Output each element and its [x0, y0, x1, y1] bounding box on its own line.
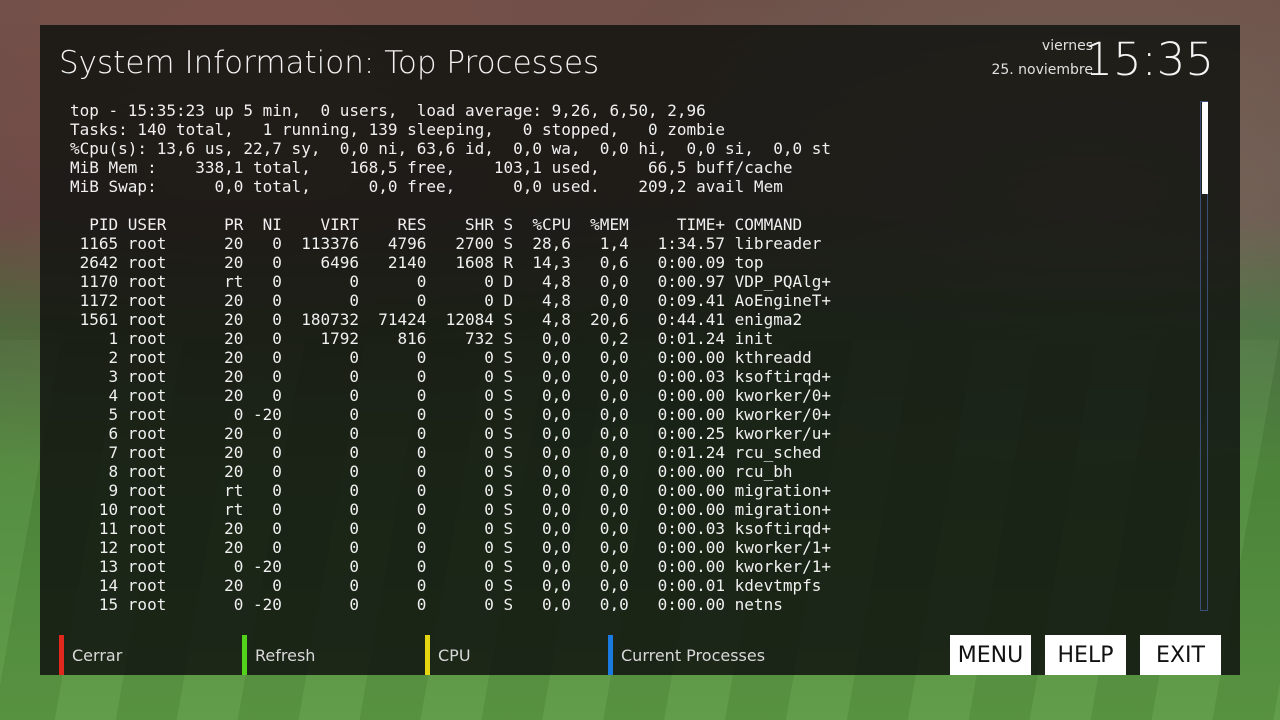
process-row: 1 root 20 0 1792 816 732 S 0,0 0,2 0:01.…: [70, 329, 774, 348]
column-header: PID USER PR NI VIRT RES SHR S %CPU %MEM …: [70, 215, 803, 234]
menu-button[interactable]: MENU: [950, 635, 1031, 675]
process-row: 2642 root 20 0 6496 2140 1608 R 14,3 0,6…: [70, 253, 764, 272]
process-row: 12 root 20 0 0 0 0 S 0,0 0,0 0:00.00 kwo…: [70, 538, 831, 557]
process-row: 9 root rt 0 0 0 0 S 0,0 0,0 0:00.00 migr…: [70, 481, 831, 500]
yellow-key-indicator: [425, 635, 430, 675]
process-row: 1172 root 20 0 0 0 0 D 4,8 0,0 0:09.41 A…: [70, 291, 831, 310]
scrollbar[interactable]: [1200, 101, 1208, 611]
process-row: 2 root 20 0 0 0 0 S 0,0 0,0 0:00.00 kthr…: [70, 348, 812, 367]
green-button-label: Refresh: [255, 645, 316, 665]
process-row: 14 root 20 0 0 0 0 S 0,0 0,0 0:00.01 kde…: [70, 576, 822, 595]
process-row: 3 root 20 0 0 0 0 S 0,0 0,0 0:00.03 ksof…: [70, 367, 831, 386]
summary-line: %Cpu(s): 13,6 us, 22,7 sy, 0,0 ni, 63,6 …: [70, 139, 831, 158]
process-row: 11 root 20 0 0 0 0 S 0,0 0,0 0:00.03 kso…: [70, 519, 831, 538]
day-name: viernes: [1041, 38, 1093, 54]
process-row: 13 root 0 -20 0 0 0 S 0,0 0,0 0:00.00 kw…: [70, 557, 831, 576]
scrollbar-thumb[interactable]: [1202, 102, 1208, 194]
blue-button-label: Current Processes: [621, 645, 766, 665]
process-row: 6 root 20 0 0 0 0 S 0,0 0,0 0:00.25 kwor…: [70, 424, 831, 443]
summary-line: Tasks: 140 total, 1 running, 139 sleepin…: [70, 120, 726, 139]
summary-line: MiB Mem : 338,1 total, 168,5 free, 103,1…: [70, 158, 793, 177]
green-button-refresh[interactable]: Refresh: [242, 635, 315, 675]
process-row: 1165 root 20 0 113376 4796 2700 S 28,6 1…: [70, 234, 822, 253]
process-row: 7 root 20 0 0 0 0 S 0,0 0,0 0:01.24 rcu_…: [70, 443, 822, 462]
process-row: 4 root 20 0 0 0 0 S 0,0 0,0 0:00.00 kwor…: [70, 386, 831, 405]
yellow-button-cpu[interactable]: CPU: [425, 635, 471, 675]
page-title: System Information: Top Processes: [59, 45, 600, 81]
blue-key-indicator: [608, 635, 613, 675]
clock: 15:35: [1084, 33, 1214, 86]
process-list: top - 15:35:23 up 5 min, 0 users, load a…: [70, 101, 1200, 611]
process-row: 10 root rt 0 0 0 0 S 0,0 0,0 0:00.00 mig…: [70, 500, 831, 519]
system-info-panel: System Information: Top Processes vierne…: [40, 25, 1240, 675]
green-key-indicator: [242, 635, 247, 675]
red-button-close[interactable]: Cerrar: [59, 635, 122, 675]
red-key-indicator: [59, 635, 64, 675]
blue-button-current-processes[interactable]: Current Processes: [608, 635, 765, 675]
summary-line: MiB Swap: 0,0 total, 0,0 free, 0,0 used.…: [70, 177, 783, 196]
process-row: 8 root 20 0 0 0 0 S 0,0 0,0 0:00.00 rcu_…: [70, 462, 793, 481]
date-label: 25. noviembre: [991, 62, 1093, 78]
process-row: 15 root 0 -20 0 0 0 S 0,0 0,0 0:00.00 ne…: [70, 595, 783, 611]
red-button-label: Cerrar: [72, 645, 123, 665]
process-row: 1561 root 20 0 180732 71424 12084 S 4,8 …: [70, 310, 803, 329]
exit-button[interactable]: EXIT: [1140, 635, 1221, 675]
process-row: 5 root 0 -20 0 0 0 S 0,0 0,0 0:00.00 kwo…: [70, 405, 831, 424]
process-row: [70, 196, 1200, 215]
summary-line: top - 15:35:23 up 5 min, 0 users, load a…: [70, 101, 706, 120]
help-button[interactable]: HELP: [1045, 635, 1126, 675]
process-row: 1170 root rt 0 0 0 0 D 4,8 0,0 0:00.97 V…: [70, 272, 831, 291]
yellow-button-label: CPU: [438, 645, 471, 665]
